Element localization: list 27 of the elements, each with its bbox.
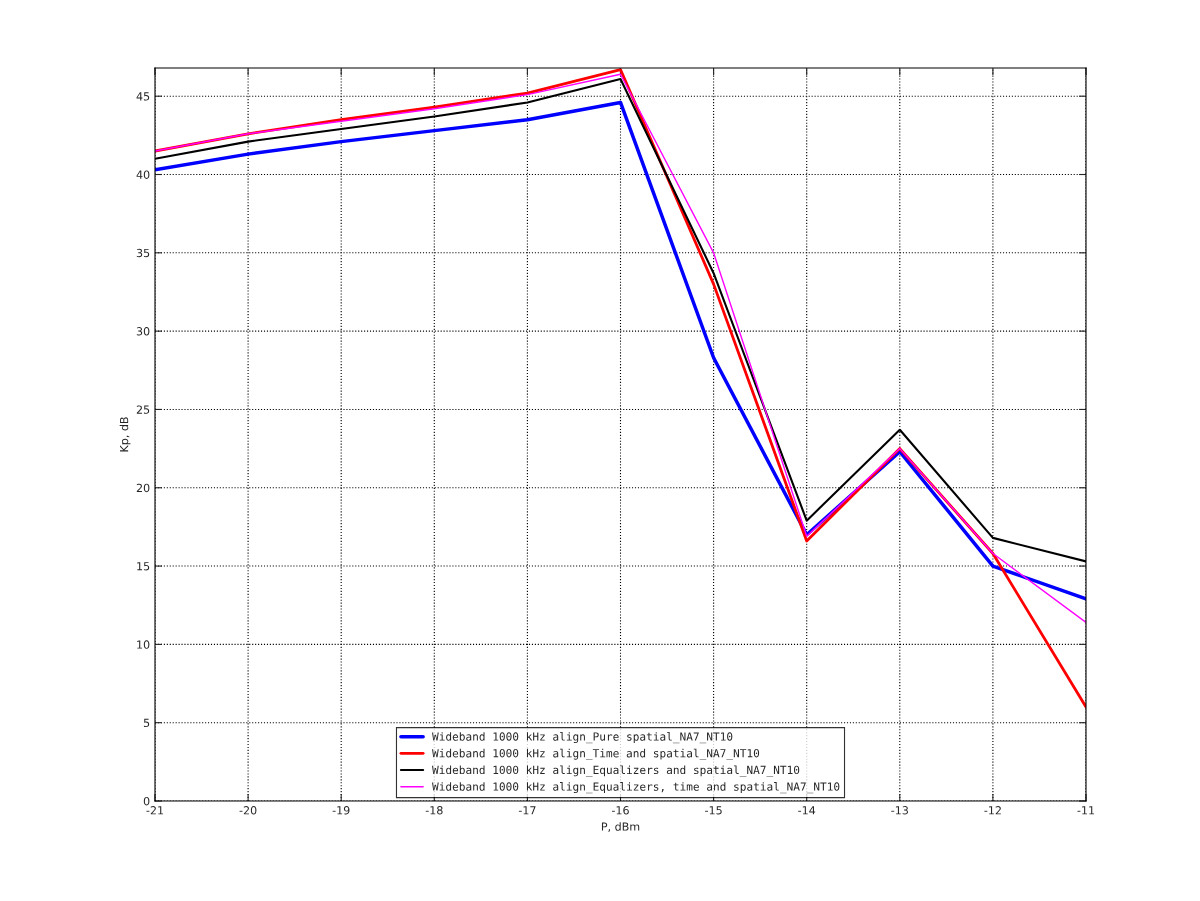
legend-label: Wideband 1000 kHz align_Time and spatial_NA7_NT10 bbox=[432, 748, 760, 760]
y-tick-label: 45 bbox=[136, 92, 150, 101]
y-tick-label: 10 bbox=[137, 640, 150, 649]
x-tick-label: -14 bbox=[798, 806, 816, 815]
legend-label: Wideband 1000 kHz align_Equalizers, time and spatial_NA7_NT10 bbox=[432, 782, 840, 794]
x-axis-title: P, dBm bbox=[601, 822, 640, 832]
y-tick-label: 15 bbox=[137, 562, 150, 571]
x-tick-label: -18 bbox=[425, 806, 443, 815]
x-tick-label: -12 bbox=[984, 806, 1001, 815]
x-tick-label: -21 bbox=[146, 806, 164, 815]
legend-label: Wideband 1000 kHz align_Pure spatial_NA7_NT10 bbox=[432, 732, 733, 744]
y-tick-label: 30 bbox=[136, 327, 150, 336]
x-tick-label: -17 bbox=[518, 806, 536, 815]
x-tick-label: -19 bbox=[332, 806, 350, 815]
y-tick-label: 0 bbox=[143, 796, 150, 806]
x-tick-label: -16 bbox=[611, 806, 629, 815]
x-tick-label: -20 bbox=[239, 806, 257, 815]
x-tick-label: -13 bbox=[891, 806, 908, 815]
y-tick-label: 40 bbox=[136, 170, 150, 179]
y-axis-title: Kp, dB bbox=[119, 417, 131, 452]
x-tick-label: -15 bbox=[705, 806, 722, 815]
y-tick-label: 35 bbox=[136, 248, 150, 258]
y-tick-label: 5 bbox=[143, 718, 150, 728]
x-tick-label: -11 bbox=[1077, 806, 1095, 815]
y-tick-label: 25 bbox=[136, 405, 150, 414]
legend-label: Wideband 1000 kHz align_Equalizers and spatial_NA7_NT10 bbox=[432, 765, 800, 777]
y-tick-label: 20 bbox=[136, 483, 150, 493]
